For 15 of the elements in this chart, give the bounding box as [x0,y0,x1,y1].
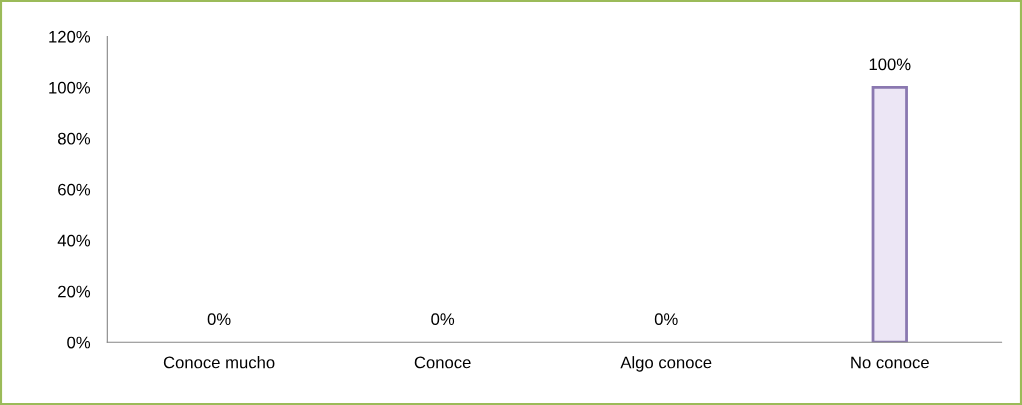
y-tick-label: 120% [49,30,91,43]
x-tick-label: Algo conoce [620,356,712,372]
data-label: 0% [431,313,455,326]
x-tick-label: No conoce [851,356,929,369]
y-tick-label: 0% [67,336,91,349]
y-tick-label: 60% [58,183,91,196]
x-tick-label: Conoce [414,356,471,369]
data-label: 100% [869,58,911,71]
y-tick-label: 20% [58,285,91,298]
x-tick-label: Conoce mucho [163,356,275,369]
data-label: 0% [654,313,678,326]
y-tick-label: 100% [49,81,91,94]
y-tick-label: 80% [58,132,91,145]
data-label: 0% [207,313,231,326]
y-tick-label: 40% [57,234,91,247]
